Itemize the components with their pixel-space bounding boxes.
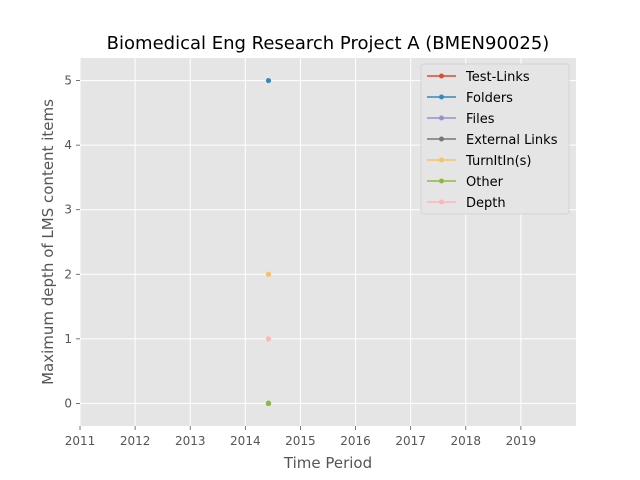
- data-point: [265, 271, 272, 277]
- chart-title: Biomedical Eng Research Project A (BMEN9…: [107, 33, 550, 54]
- x-tick-label: 2012: [120, 434, 151, 448]
- legend-label: Files: [466, 112, 495, 127]
- y-axis-label: Maximum depth of LMS content items: [39, 99, 57, 385]
- legend-entry: Folders: [427, 91, 513, 106]
- x-tick-label: 2015: [285, 434, 316, 448]
- data-point: [265, 400, 272, 407]
- legend-label: External Links: [466, 133, 558, 148]
- legend-swatch-marker: [439, 136, 444, 142]
- y-tick-label: 2: [64, 267, 72, 281]
- data-marks: [265, 77, 272, 407]
- legend-entry: Other: [427, 175, 504, 190]
- legend-entry: Depth: [427, 196, 506, 211]
- legend: Test-Links Folders Files External Links Turn…: [420, 63, 570, 215]
- legend-box: [420, 63, 570, 215]
- x-tick-label: 2013: [175, 434, 206, 448]
- legend-swatch-marker: [439, 94, 444, 100]
- legend-label: Folders: [466, 91, 513, 106]
- y-tick-label: 5: [64, 74, 72, 88]
- legend-entry: TurnItIn(s): [427, 154, 531, 169]
- x-tick-label: 2011: [65, 434, 96, 448]
- x-tick-label: 2016: [340, 434, 371, 448]
- y-tick-label: 1: [64, 332, 72, 346]
- legend-label: Test-Links: [465, 70, 530, 85]
- x-tick-label: 2019: [506, 434, 537, 448]
- legend-swatch-marker: [439, 73, 444, 79]
- y-tick-label: 4: [64, 138, 72, 152]
- x-axis-label: Time Period: [283, 454, 372, 472]
- legend-swatch-marker: [439, 199, 444, 205]
- x-tick-label: 2014: [230, 434, 261, 448]
- y-tick-label: 3: [64, 203, 72, 217]
- x-axis-ticks: 2011 2012 2013 2014 2015 2016 2017 2018 2019: [65, 426, 536, 448]
- legend-entry: Test-Links: [427, 70, 530, 85]
- legend-label: Other: [466, 175, 504, 190]
- x-tick-label: 2018: [451, 434, 482, 448]
- legend-entry: External Links: [427, 133, 558, 148]
- legend-swatch-marker: [439, 115, 444, 121]
- legend-label: TurnItIn(s): [465, 154, 531, 169]
- legend-swatch-marker: [439, 178, 444, 184]
- legend-swatch-marker: [439, 157, 444, 163]
- data-point: [265, 77, 272, 84]
- y-tick-label: 0: [64, 396, 72, 410]
- legend-label: Depth: [466, 196, 506, 211]
- x-tick-label: 2017: [395, 434, 426, 448]
- legend-entry: Files: [427, 112, 495, 127]
- y-axis-ticks: 0 1 2 3 4 5: [64, 74, 80, 410]
- data-point: [265, 336, 272, 342]
